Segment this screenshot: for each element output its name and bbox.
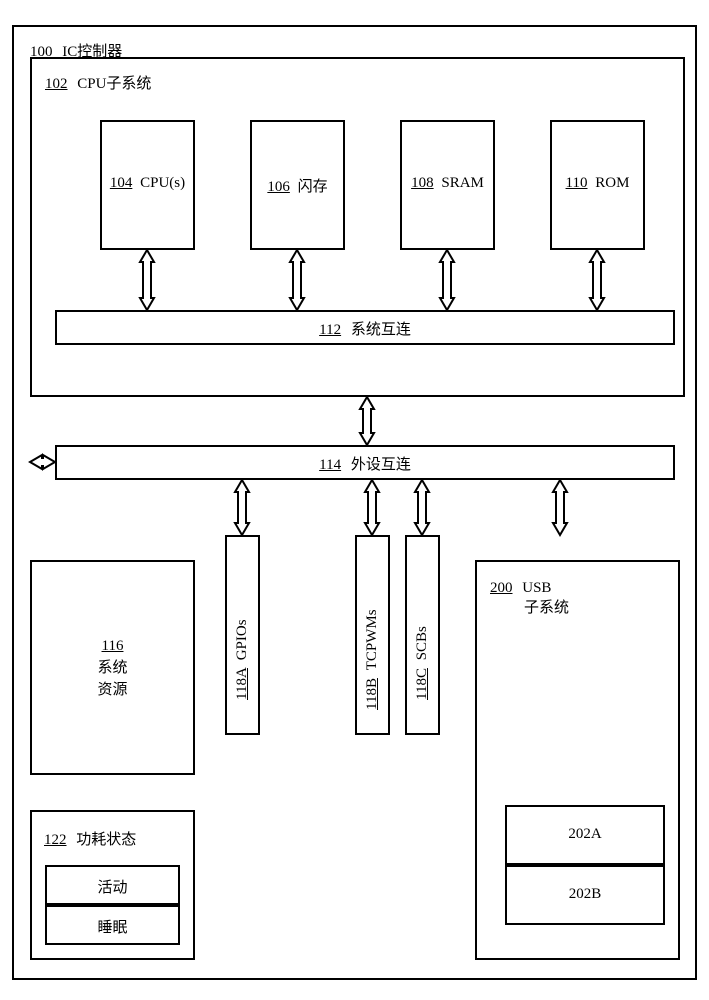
sysres-text2: 资源 — [97, 682, 127, 698]
sram-block-label: 108 SRAM — [400, 175, 495, 192]
cpu-subsystem-label: 102 CPU子系统 — [45, 72, 151, 93]
usb-subsystem-label: 200 USB 子系统 — [490, 578, 569, 618]
power-ref: 122 — [44, 832, 67, 848]
gpios-ref: 118A — [234, 668, 250, 700]
flash-text: 闪存 — [298, 179, 328, 195]
rom-text: ROM — [595, 175, 629, 191]
cpu-subsystem-text: CPU子系统 — [77, 76, 151, 92]
cpu-subsystem-ref: 102 — [45, 76, 68, 92]
system-interconnect-label: 112 系统互连 — [55, 318, 675, 339]
periphint-ref: 114 — [319, 457, 341, 473]
scbs-ref: 118C — [414, 668, 430, 700]
sram-text: SRAM — [441, 175, 484, 191]
rom-ref: 110 — [566, 175, 588, 191]
sram-ref: 108 — [411, 175, 434, 191]
sysint-ref: 112 — [319, 322, 341, 338]
usb-text2: 子系统 — [524, 600, 569, 616]
system-resources-label: 116 系统 资源 — [30, 635, 195, 701]
usb-ref: 200 — [490, 580, 513, 596]
gpios-text: GPIOs — [234, 619, 250, 660]
power-active-label: 活动 — [45, 876, 180, 897]
cpu-ref: 104 — [110, 175, 133, 191]
tcpwms-label: 118B TCPWMs — [364, 609, 381, 710]
cpu-block-label: 104 CPU(s) — [100, 175, 195, 192]
diagram-canvas: 100 IC控制器 102 CPU子系统 104 CPU(s) 106 闪存 1… — [0, 0, 709, 1000]
scbs-text: SCBs — [414, 626, 430, 660]
flash-ref: 106 — [267, 179, 290, 195]
flash-block-label: 106 闪存 — [250, 175, 345, 196]
power-text: 功耗状态 — [76, 832, 136, 848]
sysint-text: 系统互连 — [351, 322, 411, 338]
usb-text1: USB — [522, 580, 551, 596]
usb-inner-b-label: 202B — [505, 886, 665, 903]
usb-inner-a-label: 202A — [505, 826, 665, 843]
sysres-text1: 系统 — [97, 660, 127, 676]
periph-interconnect-label: 114 外设互连 — [55, 453, 675, 474]
gpios-label: 118A GPIOs — [234, 619, 251, 700]
power-sleep-label: 睡眠 — [45, 916, 180, 937]
power-states-label: 122 功耗状态 — [44, 828, 136, 849]
tcpwms-ref: 118B — [364, 678, 380, 710]
scbs-label: 118C SCBs — [414, 626, 431, 700]
rom-block-label: 110 ROM — [550, 175, 645, 192]
periphint-text: 外设互连 — [351, 457, 411, 473]
tcpwms-text: TCPWMs — [364, 609, 380, 670]
sysres-ref: 116 — [102, 638, 124, 654]
cpu-text: CPU(s) — [140, 175, 185, 191]
